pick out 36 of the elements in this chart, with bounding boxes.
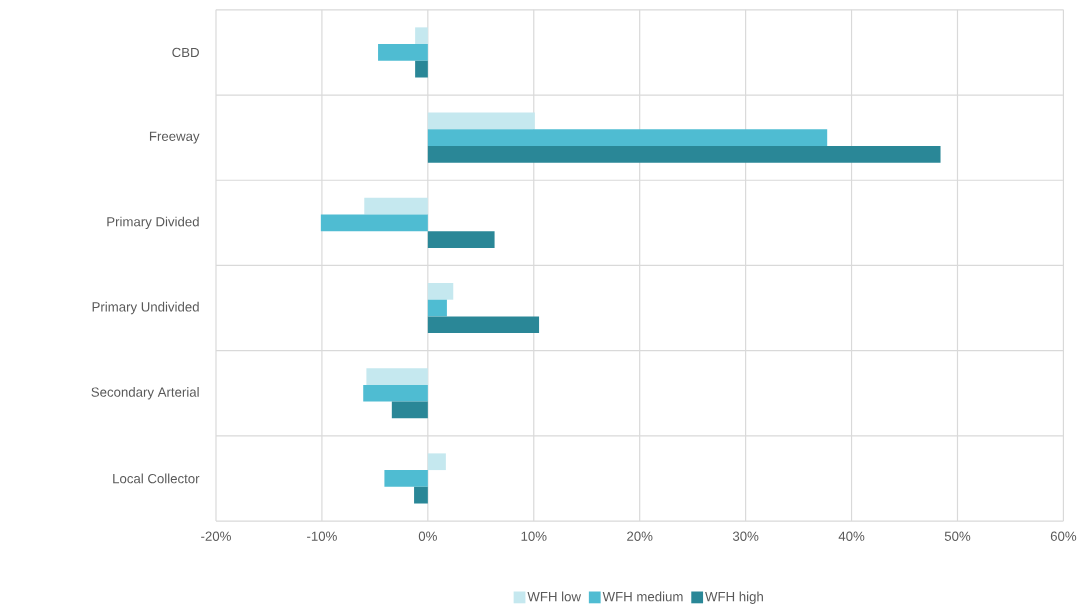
y-tick-label: Primary Undivided (92, 301, 199, 315)
legend-label: WFH medium (602, 591, 683, 602)
x-tick-label: -10% (307, 531, 337, 541)
bar (320, 214, 428, 232)
bar (427, 299, 447, 317)
bar (378, 44, 428, 61)
x-tick-label: -20% (201, 531, 231, 541)
x-tick-label: 30% (732, 531, 759, 541)
bar (366, 368, 428, 385)
bar (391, 401, 428, 419)
y-tick-label: Freeway (149, 131, 200, 144)
bar (427, 145, 941, 163)
x-tick-label: 10% (521, 531, 547, 541)
bar (414, 486, 428, 504)
y-tick-label: CBD (172, 47, 199, 58)
legend-label: WFH low (527, 591, 582, 602)
legend-label: WFH high (705, 591, 763, 604)
bar (427, 316, 540, 334)
x-tick-label: 0% (418, 531, 437, 541)
x-tick-label: 40% (838, 531, 865, 541)
y-tick-label: Local Collector (113, 473, 200, 484)
bar (427, 453, 446, 471)
x-tick-label: 60% (1050, 531, 1077, 541)
bar (427, 231, 495, 248)
y-tick-label: Primary Divided (107, 216, 199, 229)
x-tick-label: 20% (627, 531, 653, 541)
bar (415, 27, 428, 45)
x-tick-label: 50% (944, 531, 971, 541)
bar (384, 470, 428, 487)
y-tick-label: Secondary Arterial (91, 387, 199, 400)
bar (364, 197, 428, 215)
bar (427, 282, 454, 300)
bar (427, 129, 828, 146)
bar (415, 60, 428, 78)
bar (363, 384, 428, 402)
bar (427, 112, 535, 130)
